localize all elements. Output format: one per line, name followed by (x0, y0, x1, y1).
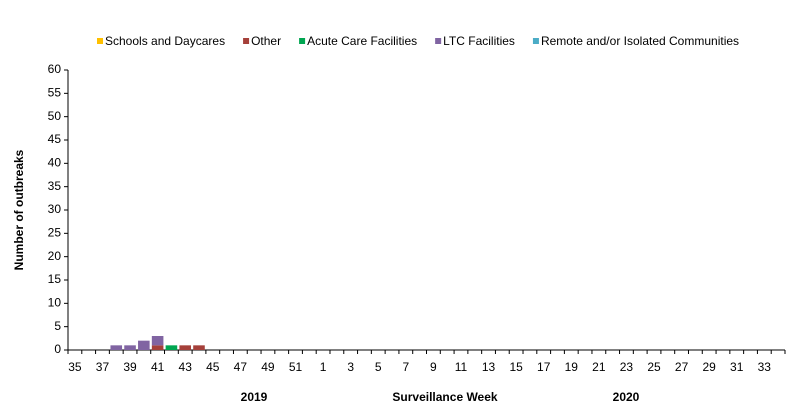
x-tick-label: 19 (565, 360, 579, 374)
x-tick-label: 21 (592, 360, 606, 374)
x-tick-label: 1 (320, 360, 327, 374)
y-tick-label: 0 (54, 342, 61, 356)
legend-swatch (97, 38, 103, 44)
x-tick-label: 17 (537, 360, 551, 374)
year-label: 2020 (613, 390, 640, 404)
y-tick-label: 40 (48, 156, 62, 170)
year-label: 2019 (241, 390, 268, 404)
x-tick-label: 29 (702, 360, 716, 374)
x-tick-label: 37 (96, 360, 110, 374)
legend-label: Schools and Daycares (105, 34, 225, 48)
x-tick-label: 49 (261, 360, 275, 374)
x-tick-label: 47 (234, 360, 248, 374)
x-tick-label: 27 (675, 360, 689, 374)
x-tick-label: 35 (68, 360, 82, 374)
x-tick-label: 43 (179, 360, 193, 374)
legend-swatch (243, 38, 250, 44)
bar-segment (124, 345, 136, 350)
x-axis-title: Surveillance Week (392, 390, 497, 404)
legend-label: Acute Care Facilities (307, 34, 417, 48)
x-tick-label: 5 (375, 360, 382, 374)
bar-segment (110, 345, 123, 350)
x-tick-label: 23 (620, 360, 634, 374)
legend-swatch (532, 38, 539, 44)
x-tick-label: 9 (430, 360, 437, 374)
x-tick-label: 51 (289, 360, 303, 374)
x-tick-label: 25 (647, 360, 661, 374)
x-tick-label: 13 (482, 360, 496, 374)
bar-segment (151, 336, 164, 346)
y-tick-label: 55 (48, 86, 62, 100)
x-tick-label: 39 (123, 360, 137, 374)
bar-segment (165, 345, 178, 350)
bar-segment (138, 340, 150, 350)
legend-swatch (435, 38, 442, 44)
y-axis-title: Number of outbreaks (12, 149, 26, 270)
bar-segment (193, 345, 205, 350)
x-tick-label: 15 (509, 360, 523, 374)
y-tick-label: 10 (48, 296, 62, 310)
legend-label: LTC Facilities (443, 34, 515, 48)
y-tick-label: 50 (48, 109, 62, 123)
y-tick-label: 30 (48, 202, 62, 216)
x-tick-label: 3 (347, 360, 354, 374)
y-tick-label: 35 (48, 179, 62, 193)
x-tick-label: 31 (730, 360, 744, 374)
y-tick-label: 45 (48, 132, 62, 146)
y-tick-label: 60 (48, 62, 62, 76)
x-tick-label: 33 (758, 360, 772, 374)
x-tick-label: 11 (455, 360, 468, 374)
legend-label: Remote and/or Isolated Communities (541, 34, 739, 48)
y-tick-label: 25 (48, 226, 62, 240)
y-tick-label: 15 (48, 272, 62, 286)
y-tick-label: 5 (54, 319, 61, 333)
bar-segment (151, 345, 164, 350)
x-tick-label: 45 (206, 360, 220, 374)
x-tick-label: 7 (402, 360, 409, 374)
legend-label: Other (251, 34, 281, 48)
y-tick-label: 20 (48, 249, 62, 263)
bar-segment (179, 345, 191, 350)
x-tick-label: 41 (151, 360, 165, 374)
legend-swatch (299, 38, 306, 44)
